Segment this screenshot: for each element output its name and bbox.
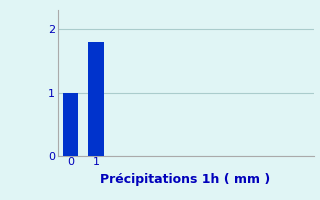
Bar — [88, 42, 104, 156]
Bar — [63, 93, 78, 156]
X-axis label: Précipitations 1h ( mm ): Précipitations 1h ( mm ) — [100, 173, 271, 186]
